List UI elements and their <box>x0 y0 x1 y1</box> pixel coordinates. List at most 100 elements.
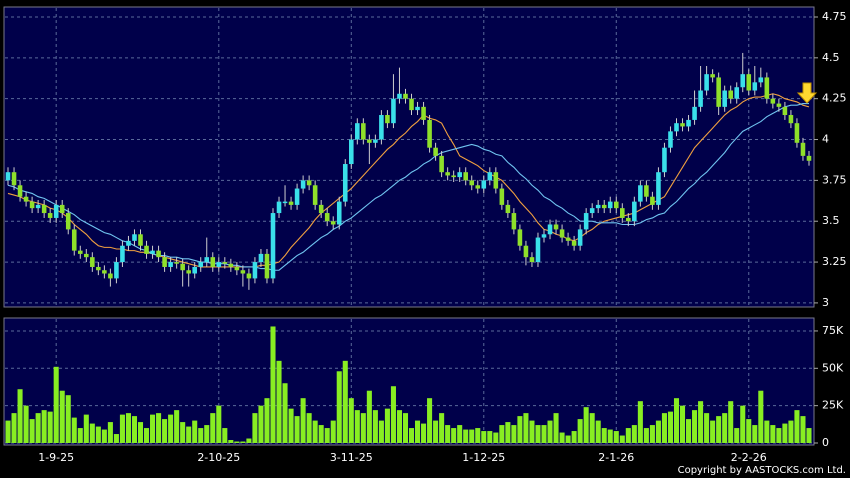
volume-bar <box>734 428 740 443</box>
volume-bar <box>168 414 174 443</box>
candle-body <box>571 240 577 246</box>
candle-body <box>547 224 553 235</box>
y-tick-label: 50K <box>822 361 844 374</box>
volume-bar <box>782 423 788 443</box>
candle-body <box>427 119 432 148</box>
volume-bar <box>523 413 529 443</box>
candle-body <box>90 257 95 267</box>
volume-bar <box>162 419 168 443</box>
candle-body <box>698 90 703 107</box>
y-tick-label: 4.75 <box>822 10 847 23</box>
x-tick-label: 2-10-25 <box>197 451 240 464</box>
candle-body <box>740 74 746 88</box>
volume-bar <box>679 405 686 443</box>
volume-bar <box>722 413 728 443</box>
candle-body <box>53 204 59 218</box>
candle-body <box>132 234 137 241</box>
y-tick-label: 0 <box>822 436 829 449</box>
volume-bar <box>228 440 234 443</box>
volume-bar <box>156 413 162 443</box>
volume-bar <box>252 413 258 443</box>
volume-bar <box>794 410 800 443</box>
volume-bar <box>649 425 655 443</box>
volume-bar <box>143 428 150 443</box>
volume-bar <box>776 428 782 443</box>
y-tick-label: 4 <box>822 133 829 146</box>
volume-bar <box>186 426 192 443</box>
volume-bar <box>41 410 47 443</box>
candle-body <box>222 262 228 264</box>
volume-bar <box>198 428 204 443</box>
candle-body <box>96 266 101 271</box>
candle-body <box>613 201 619 209</box>
x-tick-label: 2-2-26 <box>731 451 767 464</box>
volume-bar <box>728 401 734 443</box>
candle-body <box>800 142 806 156</box>
candle-body <box>162 257 167 267</box>
volume-bar <box>583 407 589 443</box>
volume-bar <box>547 420 553 443</box>
candle-body <box>318 204 324 214</box>
moving-average <box>7 103 809 271</box>
candle-body <box>457 172 462 178</box>
candle-body <box>626 217 631 222</box>
candle-body <box>138 234 143 246</box>
candle-body <box>41 204 47 214</box>
candle-body <box>77 250 83 254</box>
candle-body <box>499 188 505 205</box>
volume-bar <box>655 420 661 443</box>
candle-body <box>601 204 607 209</box>
y-tick-label: 75K <box>822 324 844 337</box>
candle-body <box>662 147 667 173</box>
candle-body <box>373 139 378 143</box>
candle-body <box>511 213 517 230</box>
candle-body <box>228 263 234 267</box>
candle-body <box>282 201 288 204</box>
candle-body <box>794 123 800 143</box>
candle-body <box>397 93 402 99</box>
candle-body <box>312 185 318 205</box>
candle-body <box>234 266 240 271</box>
candle-body <box>168 262 173 267</box>
candle-body <box>361 123 366 140</box>
candle-body <box>439 155 444 173</box>
volume-bar <box>607 429 613 443</box>
candle-body <box>716 77 721 107</box>
y-tick-label: 3.25 <box>822 255 847 268</box>
volume-bar <box>667 411 674 443</box>
volume-bar <box>463 429 469 443</box>
candle-body <box>505 204 511 214</box>
candle-body <box>650 196 655 205</box>
candle-body <box>782 106 788 116</box>
volume-bar <box>800 416 806 443</box>
volume-bar <box>246 438 252 443</box>
candle-body <box>186 270 191 274</box>
volume-bar <box>17 389 23 443</box>
candle-body <box>475 185 481 189</box>
volume-bar <box>433 420 439 443</box>
candle-body <box>421 106 426 120</box>
volume-bar <box>348 398 354 443</box>
volume-bar <box>222 428 228 443</box>
candle-body <box>156 250 161 258</box>
volume-bar <box>758 390 764 443</box>
volume-bar <box>511 425 517 443</box>
volume-bar <box>107 422 113 443</box>
volume-bar <box>234 441 240 443</box>
candle-body <box>746 74 752 91</box>
x-tick-label: 2-1-26 <box>598 451 634 464</box>
candle-body <box>276 201 282 214</box>
candle-body <box>734 87 740 99</box>
candle-body <box>294 188 300 205</box>
volume-bar <box>770 425 776 443</box>
volume-bar <box>150 414 156 443</box>
candle-body <box>433 147 438 156</box>
volume-bar <box>131 416 138 443</box>
volume-bar <box>673 398 680 443</box>
volume-bar <box>746 419 752 443</box>
candle-body <box>126 240 131 246</box>
candle-body <box>686 119 691 127</box>
candle-body <box>728 90 733 99</box>
volume-bar <box>704 413 710 443</box>
